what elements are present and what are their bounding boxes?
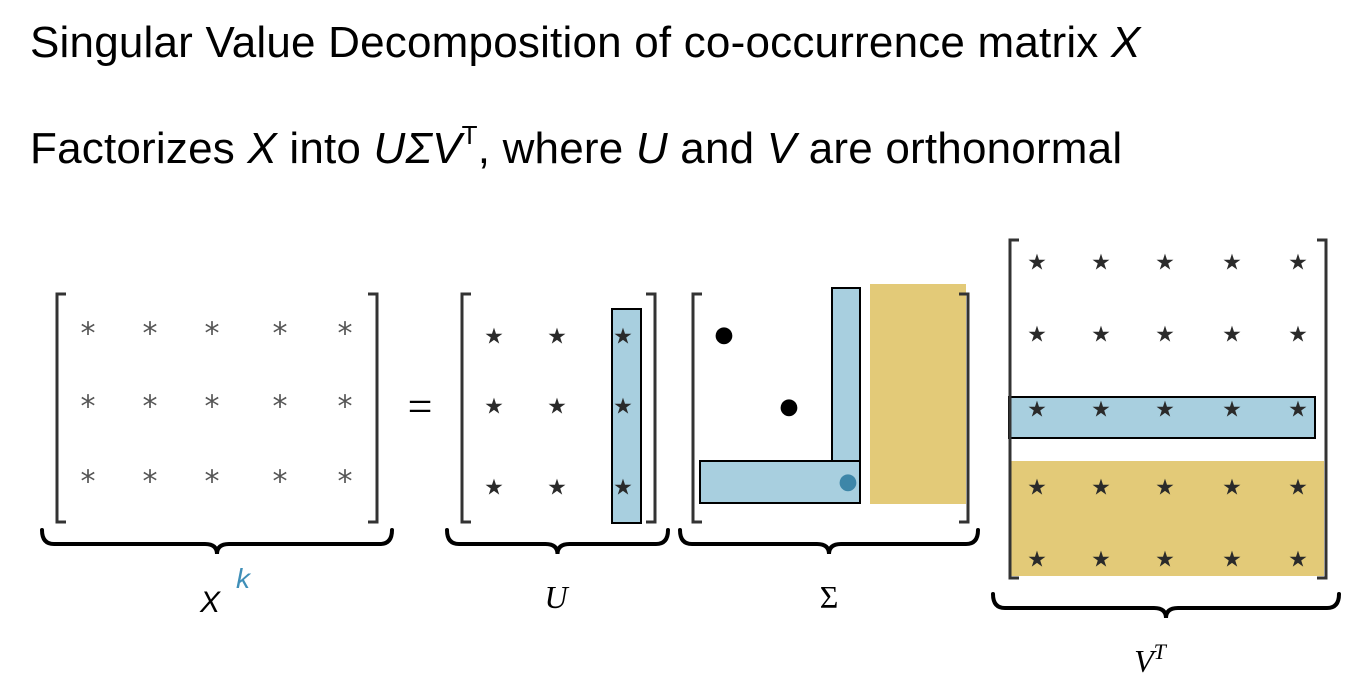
- sigma-highlight-row: [699, 460, 861, 504]
- x-entry-r3-c1: *: [81, 465, 96, 500]
- u-entry-r2-c3: ★: [613, 395, 633, 420]
- sigma-bracket-right: [959, 292, 970, 524]
- subtitle-part-3: , where: [477, 124, 636, 173]
- x-entry-r3-c2: *: [143, 465, 158, 500]
- label-k: k: [236, 563, 252, 594]
- vt-entry-r4-c4: ★: [1222, 476, 1242, 501]
- u-brace: [445, 528, 670, 555]
- vt-entry-r3-c1: ★: [1027, 398, 1047, 423]
- vt-entry-r4-c2: ★: [1091, 476, 1111, 501]
- vt-brace: [991, 592, 1341, 619]
- label-vt-sup: T: [1154, 639, 1168, 664]
- vt-entry-r4-c3: ★: [1155, 476, 1175, 501]
- vt-entry-r3-c5: ★: [1288, 398, 1308, 423]
- vt-highlight-gold: [1009, 461, 1324, 576]
- vt-entry-r3-c4: ★: [1222, 398, 1242, 423]
- x-entry-r2-c2: *: [143, 390, 158, 425]
- vt-entry-r3-c2: ★: [1091, 398, 1111, 423]
- vt-entry-r3-c3: ★: [1155, 398, 1175, 423]
- vt-entry-r5-c4: ★: [1222, 548, 1242, 573]
- x-entry-r2-c3: *: [205, 390, 220, 425]
- vt-entry-r2-c2: ★: [1091, 323, 1111, 348]
- x-entry-r2-c1: *: [81, 390, 96, 425]
- slide-title: Singular Value Decomposition of co-occur…: [30, 18, 1141, 68]
- label-x: X: [199, 586, 221, 619]
- subtitle-usv: UΣV: [373, 124, 462, 173]
- u-highlight-column: [611, 308, 642, 524]
- vt-entry-r1-c4: ★: [1222, 251, 1242, 276]
- u-entry-r3-c1: ★: [484, 476, 504, 501]
- vt-entry-r1-c3: ★: [1155, 251, 1175, 276]
- vt-entry-r5-c2: ★: [1091, 548, 1111, 573]
- x-brace: [40, 528, 394, 555]
- label-sigma: Σ: [820, 579, 839, 615]
- x-entry-r1-c5: *: [338, 317, 353, 352]
- sigma-highlight-gold: [870, 284, 966, 504]
- subtitle-part-4: and: [667, 124, 767, 173]
- vt-entry-r5-c5: ★: [1288, 548, 1308, 573]
- x-bracket-left: [55, 292, 66, 524]
- matrix-layer: * * * * * * * * * * * * * * * ★ ★ ★ ★ ★ ★ ★ ★ ★ ● ● ● ★ ★ ★ ★ ★ ★ ★ ★ ★ ★ ★ ★ ★…: [40, 238, 1341, 619]
- u-entry-r1-c2: ★: [547, 325, 567, 350]
- x-entry-r2-c4: *: [273, 390, 288, 425]
- u-entry-r3-c3: ★: [613, 476, 633, 501]
- vt-entry-r4-c5: ★: [1288, 476, 1308, 501]
- u-bracket-right: [646, 292, 657, 524]
- overlay-layer: = Xk U Σ VT: [199, 382, 1168, 679]
- vt-bracket-left: [1008, 238, 1019, 580]
- highlight-layer: [611, 284, 1324, 576]
- vt-entry-r2-c3: ★: [1155, 323, 1175, 348]
- vt-entry-r5-c3: ★: [1155, 548, 1175, 573]
- sigma-brace: [678, 528, 980, 555]
- x-entry-r3-c3: *: [205, 465, 220, 500]
- x-entry-r3-c4: *: [273, 465, 288, 500]
- equals-sign: =: [408, 382, 433, 431]
- vt-entry-r1-c5: ★: [1288, 251, 1308, 276]
- x-entry-r1-c4: *: [273, 317, 288, 352]
- u-bracket-left: [460, 292, 471, 524]
- subtitle-var-v: V: [766, 124, 797, 173]
- u-entry-r1-c1: ★: [484, 325, 504, 350]
- title-var-x: X: [1110, 18, 1141, 67]
- x-entry-r1-c1: *: [81, 317, 96, 352]
- vt-entry-r2-c1: ★: [1027, 323, 1047, 348]
- label-u: U: [544, 579, 569, 615]
- vt-entry-r1-c2: ★: [1091, 251, 1111, 276]
- vt-highlight-row: [1008, 396, 1316, 439]
- vt-entry-r2-c5: ★: [1288, 323, 1308, 348]
- x-entry-r2-c5: *: [338, 390, 353, 425]
- subtitle-transpose-sup: T: [461, 120, 478, 150]
- label-vt: VT: [1134, 639, 1168, 679]
- label-vt-base: V: [1134, 643, 1157, 679]
- sigma-diag-entry-3: ●: [838, 470, 857, 495]
- sigma-diag-entry-2: ●: [779, 395, 798, 420]
- x-bracket-right: [368, 292, 379, 524]
- vt-entry-r5-c1: ★: [1027, 548, 1047, 573]
- subtitle-part-5: are orthonormal: [796, 124, 1123, 173]
- vt-entry-r4-c1: ★: [1027, 476, 1047, 501]
- title-text: Singular Value Decomposition of co-occur…: [30, 18, 1111, 67]
- subtitle-var-x: X: [247, 124, 277, 173]
- vt-entry-r2-c4: ★: [1222, 323, 1242, 348]
- u-entry-r1-c3: ★: [613, 325, 633, 350]
- u-entry-r2-c1: ★: [484, 395, 504, 420]
- x-entry-r1-c3: *: [205, 317, 220, 352]
- sigma-bracket-left: [691, 292, 702, 524]
- subtitle-part-1: Factorizes: [30, 124, 248, 173]
- u-entry-r2-c2: ★: [547, 395, 567, 420]
- x-entry-r1-c2: *: [143, 317, 158, 352]
- vt-entry-r1-c1: ★: [1027, 251, 1047, 276]
- slide-subtitle: Factorizes X into UΣVT, where U and V ar…: [30, 120, 1123, 174]
- u-entry-r3-c2: ★: [547, 476, 567, 501]
- x-entry-r3-c5: *: [338, 465, 353, 500]
- vt-bracket-right: [1317, 238, 1328, 580]
- subtitle-var-u: U: [635, 124, 668, 173]
- subtitle-part-2: into: [276, 124, 374, 173]
- sigma-diag-entry-1: ●: [714, 323, 733, 348]
